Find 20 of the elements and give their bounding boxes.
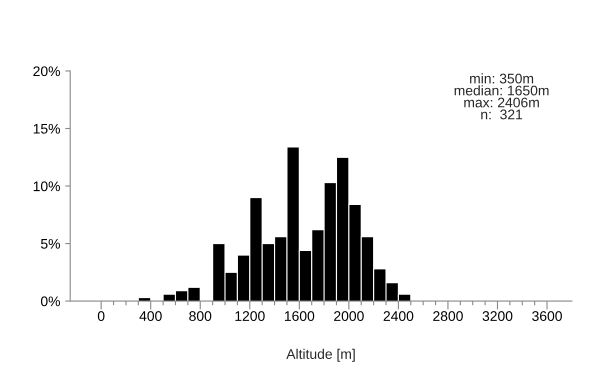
- x-tick-label: 3200: [482, 311, 512, 322]
- y-tick-label: 5%: [40, 238, 60, 249]
- x-tick-label: 800: [189, 311, 212, 322]
- x-tick-label: 2800: [433, 311, 463, 322]
- x-tick-label: 2000: [334, 311, 364, 322]
- y-tick-label: 15%: [34, 124, 60, 134]
- x-tick-label: 1200: [235, 311, 265, 322]
- y-tick-label: 20%: [33, 66, 60, 76]
- annotation: min: 350m: [470, 73, 534, 84]
- x-tick-label: 3600: [532, 311, 562, 322]
- x-tick-label: 400: [139, 311, 162, 322]
- x-tick-label: 1600: [284, 311, 314, 322]
- x-tick-label: 2400: [384, 311, 414, 322]
- annotation: median: 1650m: [454, 85, 549, 96]
- y-tick-label: 0%: [40, 296, 60, 306]
- annotation: max: 2406m: [464, 98, 539, 108]
- y-tick-label: 10%: [34, 181, 60, 192]
- x-axis-title: Altitude [m]: [286, 348, 355, 362]
- annotation: n: 321: [481, 110, 522, 120]
- x-tick-label: 0: [98, 311, 104, 322]
